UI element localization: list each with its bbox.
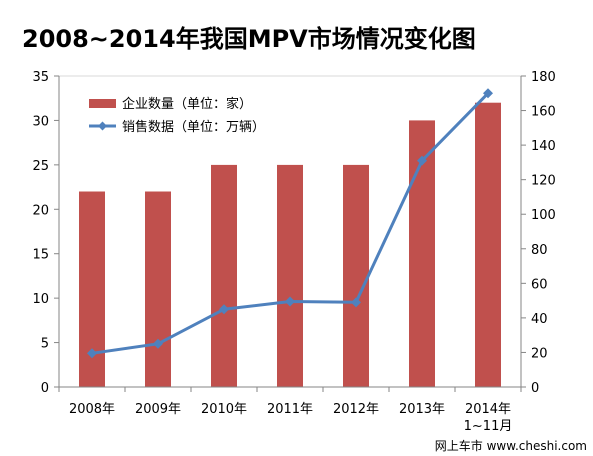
line-point-5 [417, 155, 427, 166]
y-left-tick-label: 20 [32, 203, 49, 218]
line-point-3 [285, 296, 295, 307]
legend-line-label: 销售数据（单位：万辆） [122, 119, 265, 135]
y-right-tick-label: 80 [531, 243, 548, 258]
x-category-label: 2011年 [267, 402, 313, 417]
y-right-tick-label: 40 [531, 312, 548, 327]
y-left-tick-label: 35 [32, 70, 49, 85]
legend-bar-label: 企业数量（单位：家） [122, 96, 252, 112]
chart-title: 2008~2014年我国MPV市场情况变化图 [22, 25, 476, 53]
line-point-2 [219, 304, 229, 315]
y-right-tick-label: 100 [531, 208, 556, 223]
x-category-label: 2010年 [201, 402, 247, 417]
line-point-6 [483, 88, 493, 99]
bar-2 [211, 164, 237, 387]
y-right-tick-label: 20 [531, 346, 548, 361]
y-left-tick-label: 5 [41, 337, 49, 352]
line-point-4 [351, 297, 361, 308]
y-left-tick-label: 30 [32, 114, 49, 129]
line-point-1 [153, 338, 163, 349]
x-category-label: 2012年 [333, 402, 379, 417]
x-category-label: 2009年 [135, 402, 181, 417]
y-right-tick-label: 160 [531, 105, 556, 120]
y-right-tick-label: 60 [531, 277, 548, 292]
x-category-label: 2014年 [465, 402, 511, 417]
y-right-tick-label: 120 [531, 174, 556, 189]
bar-6 [475, 102, 501, 387]
y-left-tick-label: 10 [32, 292, 49, 307]
x-category-label: 2008年 [69, 402, 115, 417]
line-point-0 [87, 348, 97, 359]
x-category-label: 1~11月 [464, 419, 513, 434]
bar-4 [343, 164, 369, 387]
legend-line-marker [98, 121, 107, 131]
axes-layer: 0 5 10 15 20 25 30 35 0 20 40 60 80 100 120 140 160 180 20… [32, 70, 555, 434]
y-right-tick-label: 0 [531, 381, 539, 396]
y-left-tick-label: 15 [32, 248, 49, 263]
x-category-label: 2013年 [399, 402, 445, 417]
watermark: 网上车市 www.cheshi.com [435, 438, 587, 453]
y-right-tick-label: 180 [531, 70, 556, 85]
y-right-tick-label: 140 [531, 139, 556, 154]
line-layer [87, 88, 493, 359]
bar-3 [277, 164, 303, 387]
legend: 企业数量（单位：家） 销售数据（单位：万辆） [89, 96, 265, 135]
legend-bar-swatch [89, 99, 116, 108]
y-left-tick-label: 0 [41, 381, 49, 396]
bar-1 [145, 191, 171, 387]
y-left-tick-label: 25 [32, 159, 49, 174]
